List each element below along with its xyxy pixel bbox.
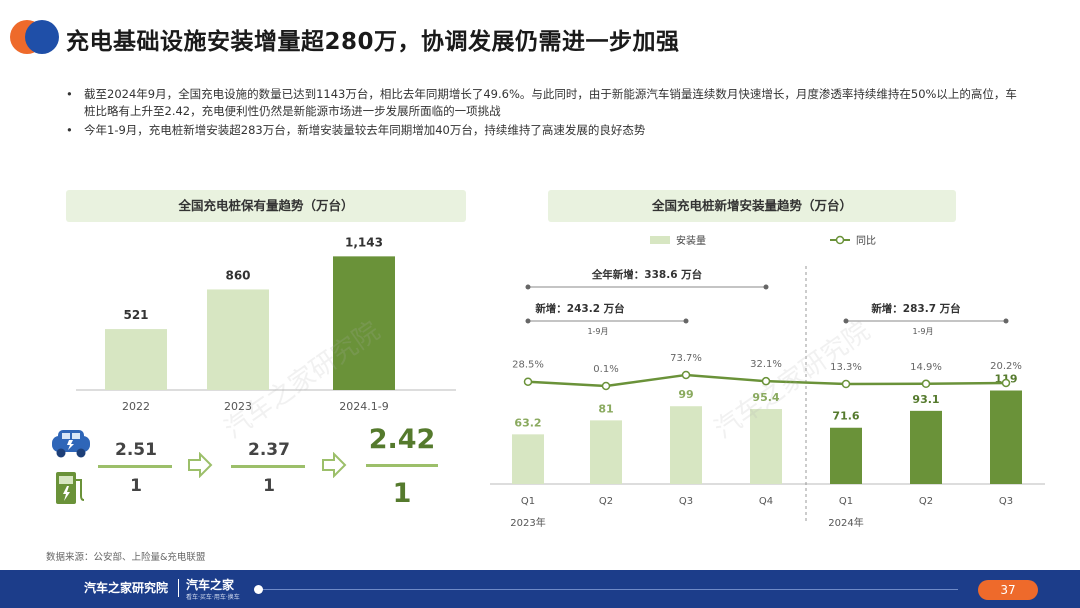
right-bar-label: 93.1 (912, 393, 939, 406)
group-label-2023: 2023年 (510, 516, 545, 529)
left-bar-label: 860 (225, 268, 250, 282)
legend-line-label: 同比 (856, 235, 876, 247)
left-bar-label: 521 (123, 308, 148, 322)
footer-progress-track (258, 589, 958, 590)
bracket-2023-sub: 1-9月 (587, 327, 608, 336)
ratio-3-num: 2.42 (368, 424, 436, 455)
yoy-label: 73.7% (670, 353, 702, 364)
left-x-tick: 2022 (122, 400, 150, 413)
footer-brand-1: 汽车之家研究院 (84, 581, 169, 595)
ratio-3-line (366, 464, 438, 467)
right-bar-6 (990, 390, 1022, 484)
left-bar-2023 (207, 289, 269, 390)
ratio-1-line (98, 465, 172, 468)
yoy-point-4 (841, 379, 851, 389)
footer-brand-2: 汽车之家 (186, 578, 235, 592)
bracket-full-year-dot-l (525, 284, 531, 290)
right-bar-4 (830, 427, 862, 484)
right-x-tick: Q4 (759, 496, 773, 507)
yoy-point-3 (761, 376, 771, 386)
yoy-point-2 (681, 370, 691, 380)
page-title: 充电基础设施安装增量超280万，协调发展仍需进一步加强 (66, 29, 680, 55)
right-x-tick: Q3 (999, 496, 1013, 507)
left-x-tick: 2024.1-9 (339, 400, 388, 413)
yoy-label: 32.1% (750, 359, 782, 370)
yoy-label: 13.3% (830, 362, 862, 373)
ratio-2-line (231, 465, 305, 468)
legend-bar-label: 安装量 (676, 234, 706, 247)
yoy-label: 20.2% (990, 361, 1022, 372)
arrow-right-icon (188, 452, 213, 478)
footer-brand-2-sub: 看车·买车·用车·换车 (186, 594, 240, 601)
bracket-2024-dot-r (1003, 318, 1009, 324)
bracket-2024-dot-l (843, 318, 849, 324)
arrow-right-icon-2 (322, 452, 347, 478)
ratio-2-num: 2.37 (248, 440, 290, 460)
yoy-label: 14.9% (910, 362, 942, 373)
footer-progress-dot (254, 585, 263, 594)
left-bar-2022 (105, 329, 167, 390)
right-bar-0 (512, 434, 544, 484)
logo-blue-circle (25, 20, 59, 54)
legend-line-marker (835, 235, 845, 245)
right-bar-label: 99 (678, 388, 693, 401)
footer-divider (178, 579, 179, 597)
bullet-2: 今年1-9月，充电桩新增安装超283万台，新增安装量较去年同期增加40万台，持续… (62, 122, 1022, 139)
bracket-2024-sub: 1-9月 (912, 327, 933, 336)
left-bar-label: 1,143 (345, 235, 383, 249)
left-bar-2024.1-9 (333, 256, 395, 390)
car-icon (52, 430, 90, 458)
bracket-full-year-dot-r (763, 284, 769, 290)
ratio-3-den: 1 (392, 478, 412, 509)
right-bar-2 (670, 406, 702, 484)
legend-bar-swatch (650, 236, 670, 244)
right-bar-3 (750, 409, 782, 484)
right-x-tick: Q2 (919, 496, 933, 507)
right-combo-chart: 安装量同比63.2Q181Q299Q395.4Q471.6Q193.1Q2119… (490, 234, 1045, 529)
right-x-tick: Q3 (679, 496, 693, 507)
right-x-tick: Q1 (839, 496, 853, 507)
bullet-list: 截至2024年9月，全国充电设施的数量已达到1143万台，相比去年同期增长了49… (62, 86, 1022, 141)
yoy-label: 0.1% (593, 364, 618, 375)
left-panel-title: 全国充电桩保有量趋势（万台） (66, 190, 466, 222)
ratio-1-den: 1 (130, 476, 142, 496)
yoy-label: 28.5% (512, 360, 544, 371)
yoy-point-0 (523, 377, 533, 386)
yoy-point-6 (1001, 378, 1011, 388)
right-x-tick: Q2 (599, 496, 613, 507)
bracket-2024-label: 新增：283.7 万台 (871, 302, 960, 315)
right-panel-title: 全国充电桩新增安装量趋势（万台） (548, 190, 956, 222)
right-bar-1 (590, 420, 622, 484)
right-bar-label: 81 (598, 402, 613, 415)
bracket-full-year-label: 全年新增：338.6 万台 (591, 268, 702, 281)
left-bar-chart: 521 2022 860 2023 1,143 2024.1-9 (76, 235, 456, 413)
bracket-2023-label: 新增：243.2 万台 (535, 302, 624, 315)
yoy-point-1 (601, 381, 611, 391)
right-bar-5 (910, 410, 942, 484)
yoy-point-5 (921, 379, 931, 389)
right-bar-label: 63.2 (514, 416, 541, 429)
left-x-tick: 2023 (224, 400, 252, 413)
right-bar-label: 95.4 (752, 391, 779, 404)
bracket-2023-dot-r (683, 318, 689, 324)
group-label-2024: 2024年 (828, 516, 863, 529)
data-source: 数据来源：公安部、上险量&充电联盟 (46, 552, 206, 563)
bullet-1: 截至2024年9月，全国充电设施的数量已达到1143万台，相比去年同期增长了49… (62, 86, 1022, 120)
charger-icon (56, 472, 85, 504)
ratio-2-den: 1 (263, 476, 275, 496)
ratio-1-num: 2.51 (115, 440, 157, 460)
right-x-tick: Q1 (521, 496, 535, 507)
right-bar-label: 71.6 (832, 410, 859, 423)
bracket-2023-dot-l (525, 318, 531, 324)
page-number: 37 (978, 580, 1038, 600)
